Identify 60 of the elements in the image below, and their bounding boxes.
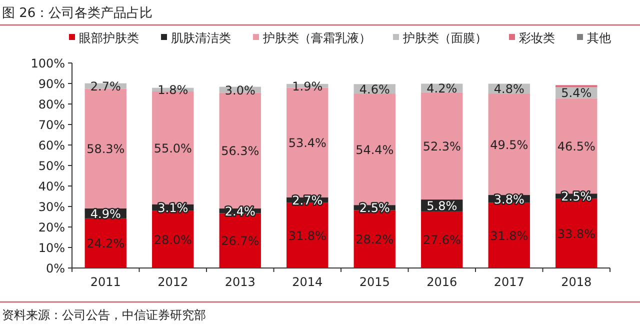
data-label: 2.7% [90, 80, 121, 94]
data-label: 5.8% [426, 198, 458, 213]
legend-label: 护肤类（膏霜乳液） [262, 31, 371, 45]
x-tick-label: 2011 [90, 275, 121, 289]
data-label: 49.5% [490, 138, 528, 152]
legend-label: 其他 [587, 31, 611, 45]
data-label: 33.8% [557, 226, 596, 241]
y-tick-label: 60% [38, 138, 65, 152]
data-label: 56.3% [221, 144, 260, 158]
data-label: 4.9% [90, 206, 121, 221]
x-tick-label: 2014 [292, 275, 323, 289]
data-label: 53.4% [288, 136, 326, 150]
x-tick-label: 2015 [359, 275, 390, 289]
y-tick-label: 90% [38, 77, 65, 91]
data-label: 24.2% [86, 236, 125, 251]
bar [84, 218, 126, 268]
data-label: 27.6% [422, 233, 461, 248]
y-tick-label: 80% [38, 98, 65, 112]
x-tick-label: 2018 [561, 275, 592, 289]
data-label: 1.9% [292, 79, 323, 94]
y-tick-label: 20% [38, 220, 65, 234]
legend-label: 彩妆类 [519, 31, 555, 45]
data-label: 4.8% [494, 82, 524, 96]
data-label: 46.5% [557, 139, 596, 154]
data-label: 28.2% [356, 232, 394, 247]
y-tick-label: 0% [46, 262, 65, 276]
data-label: 28.0% [154, 232, 192, 247]
data-label: 4.6% [359, 82, 390, 96]
data-label: 52.3% [422, 139, 461, 154]
bar [421, 92, 463, 200]
legend-label: 护肤类（面膜） [402, 31, 487, 45]
x-tick-label: 2017 [494, 275, 524, 289]
x-tick-label: 2016 [426, 275, 458, 289]
data-label: 4.2% [426, 82, 458, 96]
text: 资料来源：公司公告，中信证券研究部 [2, 308, 206, 322]
bar [488, 202, 530, 268]
data-label: 55.0% [154, 141, 192, 156]
bar [421, 211, 463, 268]
bar [488, 94, 530, 196]
data-label: 3.8% [494, 192, 524, 206]
y-tick-label: 30% [38, 200, 65, 214]
data-label: 31.8% [490, 228, 528, 243]
legend-label: 肌肤清洁类 [171, 31, 231, 45]
data-label: 26.7% [221, 234, 260, 248]
y-tick-label: 40% [38, 180, 65, 194]
y-tick-label: 50% [38, 159, 65, 173]
data-label: 3.0% [224, 83, 256, 98]
data-label: 58.3% [86, 142, 125, 156]
data-label: 31.8% [288, 228, 326, 243]
data-label: 54.4% [356, 142, 394, 157]
y-tick-label: 70% [38, 118, 65, 132]
x-tick-label: 2012 [158, 275, 188, 289]
bar [152, 210, 194, 268]
y-tick-label: 100% [30, 56, 65, 70]
data-label: 1.8% [158, 83, 188, 98]
legend-label: 眼部护肤类 [79, 31, 139, 45]
chart-title: 图 26：公司各类产品占比 [2, 6, 153, 21]
data-label: 5.4% [561, 86, 592, 100]
y-tick-label: 10% [38, 241, 65, 255]
x-tick-label: 2013 [224, 275, 256, 289]
